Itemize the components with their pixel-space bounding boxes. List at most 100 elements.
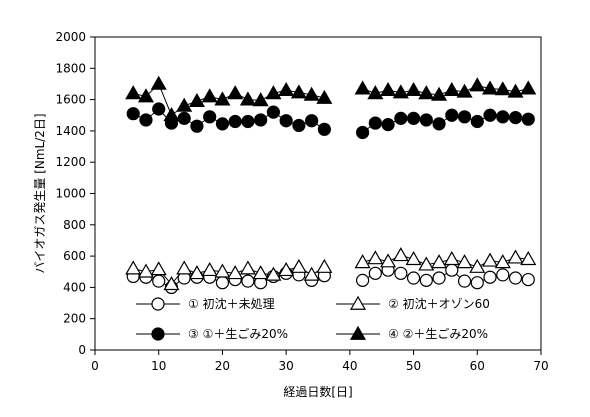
y-axis-title: バイオガス発生量 [NmL/2日] bbox=[33, 113, 47, 273]
data-point bbox=[356, 273, 370, 287]
data-point bbox=[481, 252, 499, 267]
x-tick-label: 20 bbox=[215, 359, 230, 373]
data-point bbox=[406, 271, 421, 285]
data-point bbox=[190, 119, 204, 133]
data-point bbox=[125, 260, 142, 275]
legend-marker bbox=[349, 295, 367, 310]
data-point bbox=[139, 113, 153, 127]
x-tick-label: 70 bbox=[533, 359, 548, 373]
x-tick-label: 60 bbox=[470, 359, 485, 373]
data-point bbox=[394, 111, 408, 125]
data-point bbox=[214, 263, 231, 278]
data-point bbox=[418, 256, 435, 271]
data-point bbox=[214, 91, 231, 106]
x-tick-label: 50 bbox=[406, 359, 421, 373]
data-point bbox=[481, 80, 499, 95]
data-point bbox=[201, 88, 218, 103]
data-point bbox=[356, 125, 370, 140]
legend-label: ① 初沈＋未処理 bbox=[188, 296, 275, 311]
legend-item: ③ ①＋生ごみ20% bbox=[136, 326, 288, 341]
data-point bbox=[367, 85, 384, 100]
data-point bbox=[380, 82, 397, 97]
data-point bbox=[496, 110, 510, 124]
data-point bbox=[381, 118, 395, 132]
data-point bbox=[278, 82, 295, 97]
y-tick-label: 400 bbox=[63, 280, 86, 294]
data-point bbox=[483, 270, 497, 284]
data-point bbox=[203, 110, 217, 124]
data-point bbox=[521, 112, 535, 126]
data-point bbox=[521, 272, 535, 287]
axes-layer: 0 200 400 600 800 1000 1200 1400 1600 1800 2000 0 10… bbox=[55, 30, 548, 373]
data-point bbox=[431, 86, 448, 101]
data-point bbox=[469, 77, 486, 92]
data-point bbox=[177, 111, 191, 125]
data-point bbox=[316, 89, 333, 104]
data-point bbox=[470, 276, 484, 290]
data-point bbox=[252, 265, 269, 280]
y-tick-label: 1600 bbox=[55, 93, 86, 107]
y-tick-label: 600 bbox=[63, 249, 86, 263]
data-point bbox=[392, 247, 409, 262]
data-point bbox=[227, 85, 244, 100]
data-point bbox=[241, 114, 255, 129]
data-point bbox=[188, 92, 205, 108]
data-point bbox=[239, 260, 256, 275]
legend-item: ① 初沈＋未処理 bbox=[136, 296, 275, 311]
data-point bbox=[126, 107, 140, 121]
data-point bbox=[239, 91, 256, 106]
data-point bbox=[457, 274, 472, 288]
data-point bbox=[419, 113, 433, 127]
data-point bbox=[508, 271, 523, 285]
data-point bbox=[419, 273, 433, 287]
data-point bbox=[496, 268, 510, 282]
data-point bbox=[456, 254, 473, 269]
data-point bbox=[405, 251, 422, 266]
y-tick-label: 0 bbox=[78, 343, 86, 357]
data-point bbox=[303, 86, 320, 101]
data-point bbox=[354, 254, 371, 269]
y-tick-label: 2000 bbox=[55, 30, 86, 44]
data-point bbox=[228, 114, 242, 129]
data-point bbox=[317, 122, 331, 136]
data-point bbox=[265, 85, 282, 100]
y-tick-label: 1400 bbox=[55, 124, 86, 138]
series-2 bbox=[125, 247, 537, 291]
data-point bbox=[279, 114, 293, 128]
legend-item: ② 初沈＋オゾン60 bbox=[336, 295, 490, 311]
data-point bbox=[252, 92, 269, 107]
data-point bbox=[367, 250, 384, 265]
x-tick-label: 30 bbox=[279, 359, 294, 373]
y-tick-label: 800 bbox=[63, 218, 86, 232]
legend: ① 初沈＋未処理 ② 初沈＋オゾン60 ③ ①＋生ごみ20% ④ ②＋生ごみ20% bbox=[136, 295, 490, 341]
data-point bbox=[405, 82, 422, 97]
legend-label: ④ ②＋生ごみ20% bbox=[388, 326, 488, 341]
series-line bbox=[133, 266, 325, 286]
data-point bbox=[470, 114, 484, 129]
data-point bbox=[266, 105, 280, 119]
data-point bbox=[215, 276, 230, 290]
data-point bbox=[457, 110, 472, 124]
data-point bbox=[507, 249, 524, 264]
data-point bbox=[215, 117, 230, 131]
data-point bbox=[201, 261, 218, 277]
data-point bbox=[494, 81, 511, 96]
data-point bbox=[494, 254, 511, 269]
data-point bbox=[368, 116, 382, 130]
legend-marker bbox=[151, 327, 165, 341]
data-point bbox=[292, 118, 306, 133]
series-3 bbox=[126, 102, 535, 140]
x-axis-title: 経過日数[日] bbox=[283, 384, 352, 399]
data-point bbox=[303, 266, 320, 281]
y-tick-label: 1200 bbox=[55, 155, 86, 169]
x-tick-label: 10 bbox=[151, 359, 166, 373]
data-point bbox=[354, 80, 371, 95]
data-point bbox=[254, 113, 268, 127]
data-point bbox=[507, 83, 524, 98]
data-point bbox=[394, 266, 408, 280]
data-point bbox=[176, 97, 193, 112]
data-point bbox=[431, 254, 448, 269]
x-tick-label: 0 bbox=[91, 359, 99, 373]
data-point bbox=[406, 111, 421, 125]
data-point bbox=[152, 102, 166, 116]
